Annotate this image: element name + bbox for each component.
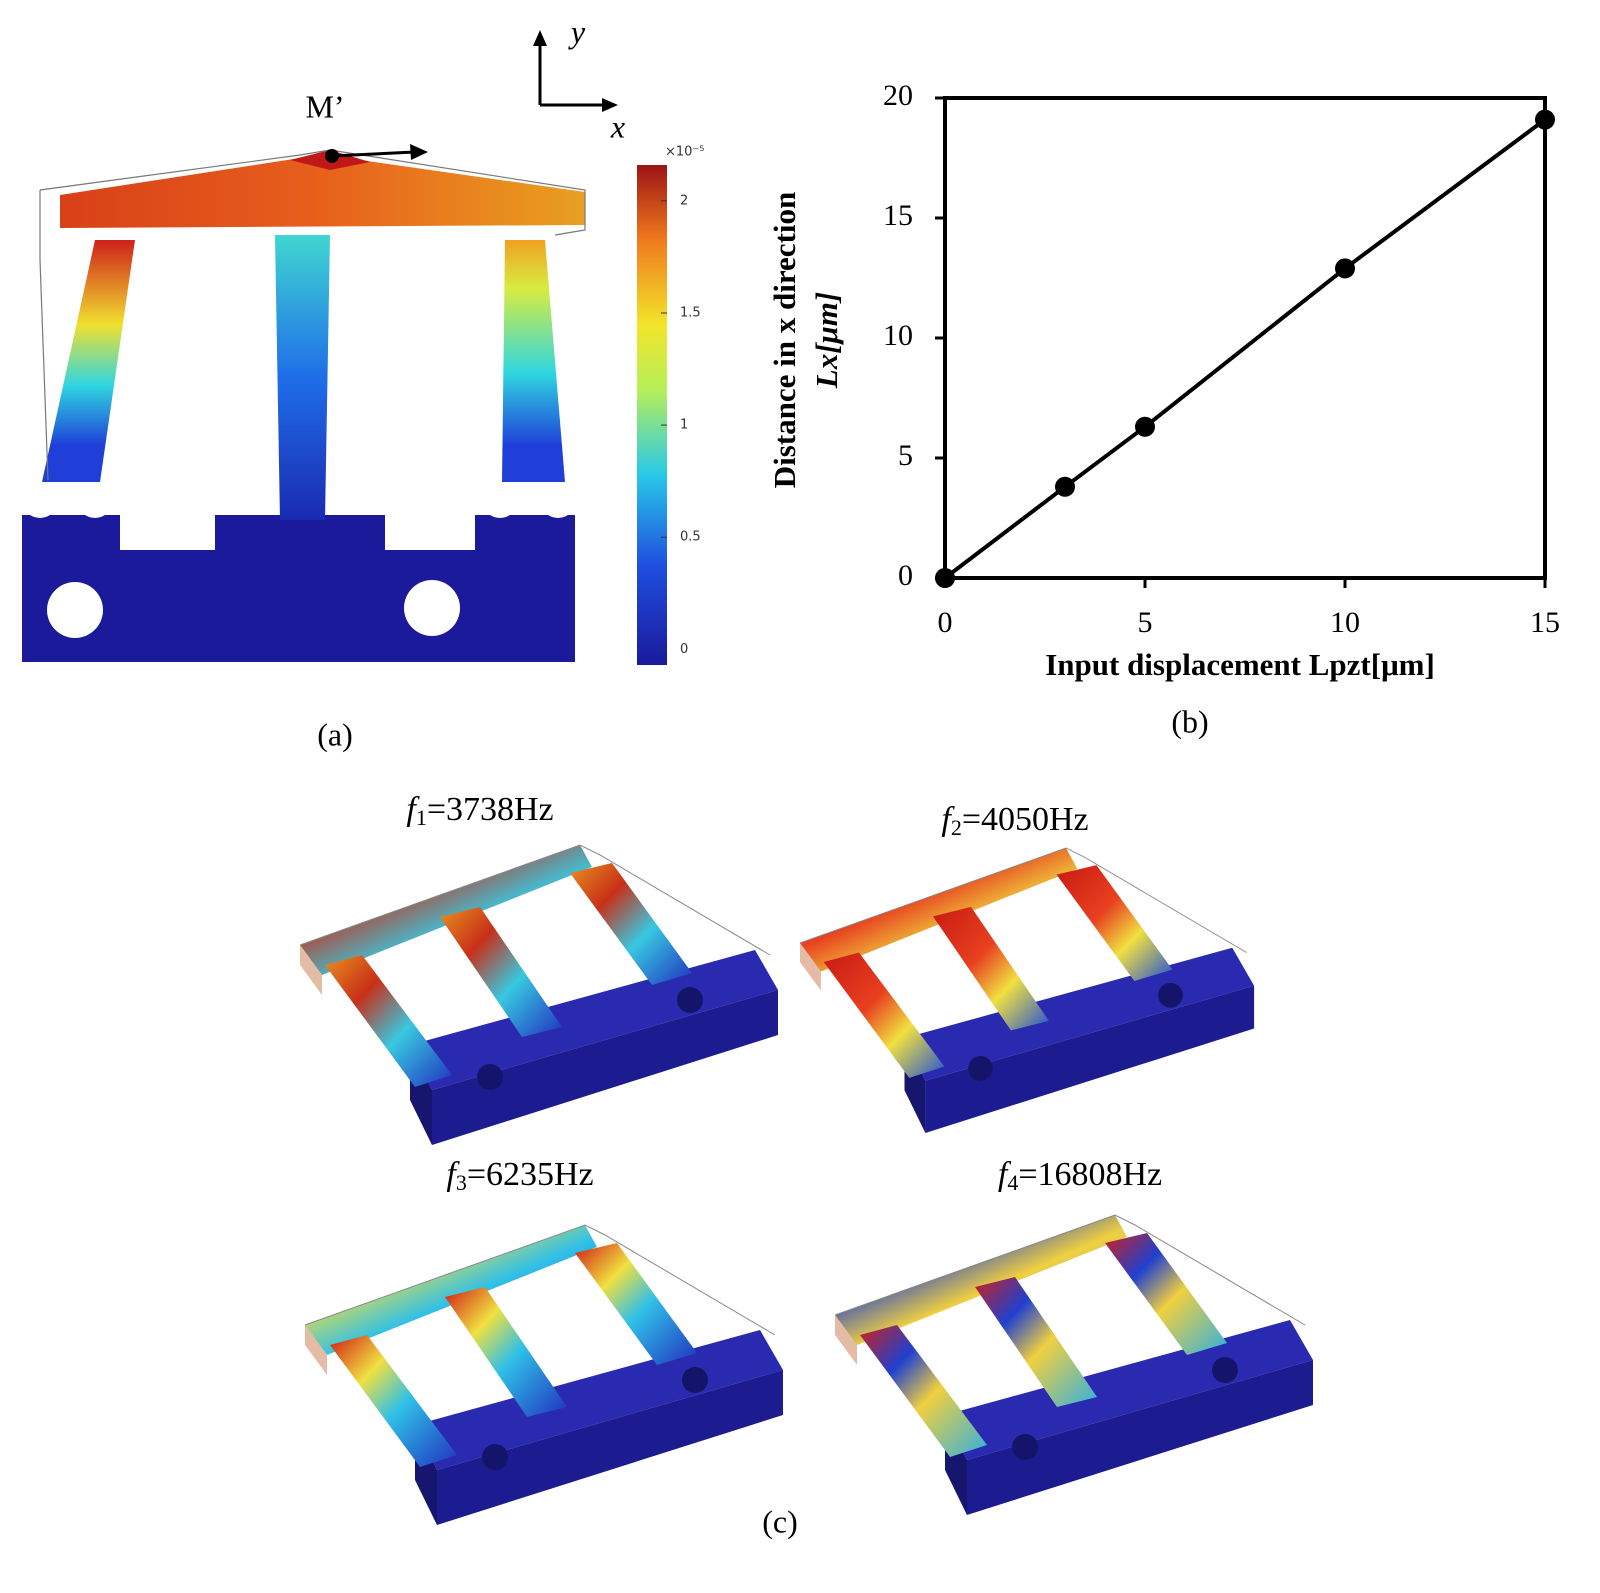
mode-shape [799,847,1255,1134]
colorbar-exponent: ×10⁻⁵ [665,145,705,160]
mode-frequency: =6235Hz [467,1156,594,1193]
y-tick-label: 15 [883,199,913,232]
mode-index: 1 [416,805,427,830]
axis-y-label: y [568,13,586,49]
y-axis-title-line2: Lx[μm] [809,292,844,389]
mode-index: 2 [951,815,962,840]
mode-label: f1=3738Hz [406,791,553,830]
mode-label: f4=16808Hz [998,1156,1162,1195]
x-tick-label: 0 [938,606,953,639]
mode-index: 4 [1007,1170,1018,1195]
colorbar-tick-label: 0 [680,642,688,657]
colorbar [637,165,667,665]
colorbar-tick-label: 2 [680,193,688,208]
mode-shape [834,1214,1314,1516]
plot-frame [943,96,1547,580]
panel-label: (b) [1171,703,1208,739]
data-point [1055,476,1075,497]
x-axis-title: Input displacement Lpzt[μm] [1045,647,1435,682]
data-point [1535,109,1555,130]
data-point [1135,416,1155,437]
data-point [935,568,955,588]
y-axis-title: Distance in x direction [767,192,802,489]
colorbar-tick-label: 0.5 [680,530,701,545]
mode-label: f2=4050Hz [941,801,1088,840]
data-line [943,117,1547,580]
x-tick-label: 5 [1138,606,1153,639]
y-tick-label: 20 [883,79,913,112]
mode-frequency: =3738Hz [427,791,554,828]
y-tick-label: 10 [883,319,913,352]
mode-frequency: =4050Hz [962,801,1089,838]
panel-label: (c) [762,1503,798,1539]
x-tick-label: 10 [1330,606,1360,639]
panel-label: (a) [317,716,353,752]
axis-x-label: x [610,108,625,144]
fea-static [22,30,618,662]
mode-shape [299,844,779,1146]
colorbar-tick-label: 1 [680,418,688,433]
mode-shape [304,1224,784,1526]
mode-label: f3=6235Hz [446,1156,593,1195]
y-tick-label: 0 [898,559,913,592]
point-label: M’ [305,88,344,124]
y-tick-label: 5 [898,439,913,472]
mode-index: 3 [456,1170,467,1195]
x-tick-label: 15 [1530,606,1560,639]
colorbar-tick-label: 1.5 [680,305,701,320]
mode-frequency: =16808Hz [1018,1156,1162,1193]
data-point [1335,258,1355,279]
